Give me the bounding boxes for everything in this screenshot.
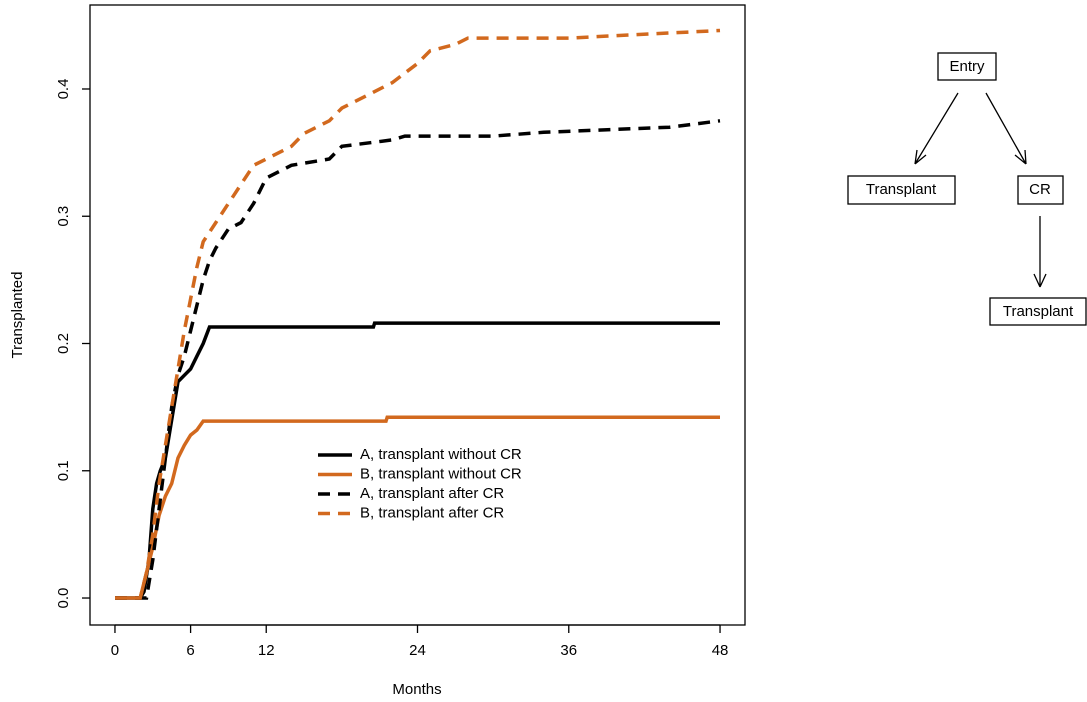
x-tick-label: 6 bbox=[186, 642, 194, 659]
legend-label: A, transplant without CR bbox=[360, 446, 522, 463]
x-tick-label: 24 bbox=[409, 642, 426, 659]
node-box bbox=[847, 175, 956, 205]
y-tick-label: 0.3 bbox=[55, 206, 72, 227]
y-tick-label: 0.1 bbox=[55, 460, 72, 481]
y-tick-label: 0.0 bbox=[55, 588, 72, 609]
y-axis-label: Transplanted bbox=[9, 272, 26, 359]
node-box bbox=[1017, 175, 1064, 205]
node-box bbox=[937, 52, 997, 81]
node-label: Transplant bbox=[866, 181, 937, 198]
arrow bbox=[1033, 216, 1047, 288]
legend-label: B, transplant after CR bbox=[360, 504, 504, 521]
x-tick-label: 48 bbox=[712, 642, 729, 659]
series-line bbox=[115, 28, 721, 600]
node-label: Transplant bbox=[1003, 303, 1074, 320]
x-tick-label: 0 bbox=[111, 642, 119, 659]
series-line bbox=[115, 119, 721, 600]
arrow bbox=[985, 92, 1027, 165]
node-label: CR bbox=[1029, 181, 1051, 198]
node-label: Entry bbox=[949, 58, 985, 75]
legend-label: B, transplant without CR bbox=[360, 465, 522, 482]
y-tick-label: 0.4 bbox=[55, 79, 72, 100]
node-box bbox=[989, 297, 1087, 326]
y-tick-label: 0.2 bbox=[55, 333, 72, 354]
legend-label: A, transplant after CR bbox=[360, 485, 504, 502]
state-diagram: Entry Transplant CR Transplant bbox=[847, 52, 1087, 326]
x-tick-label: 12 bbox=[258, 642, 275, 659]
plot-frame bbox=[89, 4, 746, 626]
x-tick-label: 36 bbox=[560, 642, 577, 659]
arrow bbox=[914, 92, 959, 165]
x-axis-label: Months bbox=[392, 681, 441, 698]
